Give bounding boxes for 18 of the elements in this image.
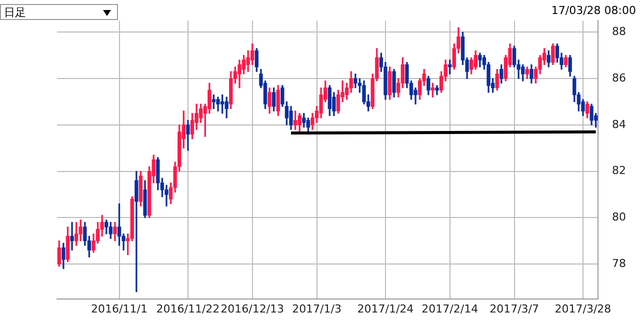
y-tick-label: 88 (612, 25, 626, 38)
x-tick-label: 2017/2/14 (422, 302, 478, 316)
y-tick-label: 86 (612, 71, 626, 84)
text: 17/03/28 08:00 (551, 4, 636, 17)
y-tick-label: 82 (612, 164, 626, 178)
x-tick-label: 2017/1/24 (357, 302, 414, 316)
x-tick-label: 2017/3/28 (554, 302, 612, 316)
x-tick-label: 2017/1/3 (292, 302, 342, 316)
dropdown-field: 日足 (0, 4, 118, 20)
y-tick-label: 78 (612, 256, 626, 270)
candlestick (134, 170, 138, 292)
x-tick-label: 2016/12/13 (220, 302, 284, 316)
x-tick-label: 2016/11/1 (91, 302, 148, 316)
x-tick-label: 2016/11/22 (156, 302, 220, 316)
x-tick-label: 2017/3/7 (490, 302, 539, 316)
y-tick-label: 80 (612, 210, 626, 224)
y-tick-label: 84 (612, 118, 626, 131)
candlestick (70, 222, 74, 250)
